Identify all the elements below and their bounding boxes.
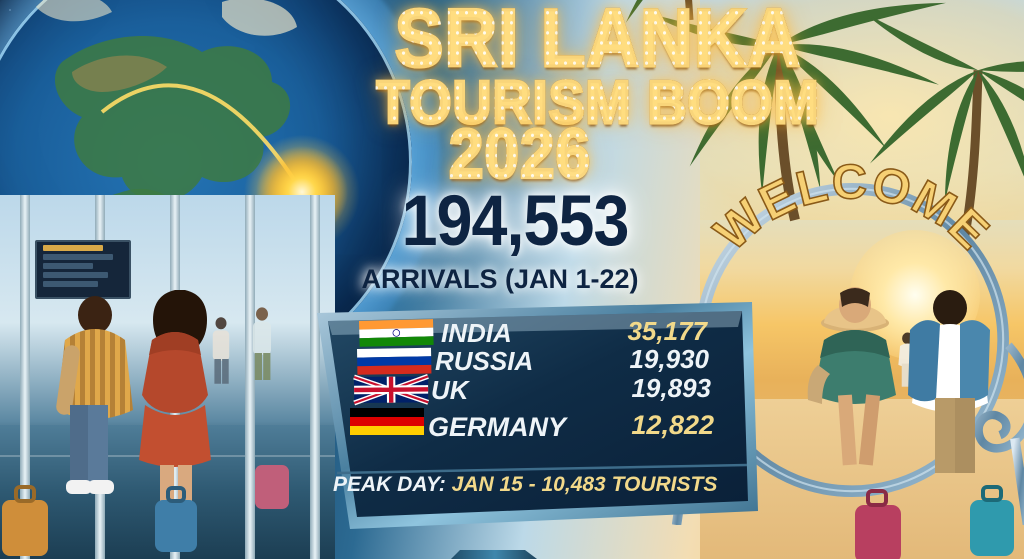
svg-text:19,930: 19,930 <box>629 344 709 374</box>
svg-text:RUSSIA: RUSSIA <box>435 346 533 376</box>
svg-text:19,893: 19,893 <box>631 373 711 403</box>
svg-text:UK: UK <box>431 375 471 405</box>
svg-text:35,177: 35,177 <box>627 316 708 346</box>
svg-text:INDIA: INDIA <box>441 318 512 348</box>
svg-text:PEAK DAY: JAN 15 - 10,483 TOUR: PEAK DAY: JAN 15 - 10,483 TOURISTS <box>333 473 717 496</box>
svg-text:12,822: 12,822 <box>631 410 714 440</box>
svg-text:WELCOME: WELCOME <box>705 155 1001 261</box>
svg-text:GERMANY: GERMANY <box>428 412 569 442</box>
